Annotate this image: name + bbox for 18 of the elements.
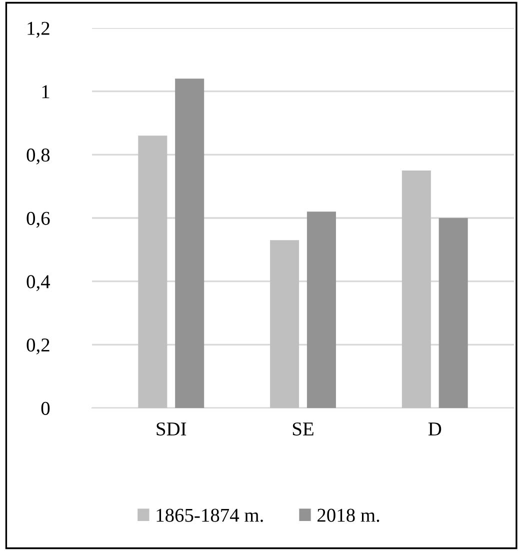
- x-tick-label: SDI: [156, 422, 186, 436]
- bar: [306, 212, 336, 408]
- y-tick-label: 1: [42, 85, 50, 98]
- y-tick-label: 0,4: [26, 275, 50, 292]
- bar: [138, 136, 168, 408]
- bar: [438, 218, 468, 408]
- legend-label: 2018 m.: [318, 508, 380, 522]
- y-tick-label: 0,8: [26, 148, 50, 164]
- bar: [175, 78, 204, 408]
- y-tick-label: 0: [41, 402, 50, 415]
- y-tick-label: 1,2: [28, 22, 50, 38]
- legend-label: 1865-1874 m.: [156, 508, 263, 522]
- bar: [270, 240, 300, 408]
- y-tick-label: 0,2: [26, 338, 50, 354]
- x-tick-label: D: [428, 422, 442, 436]
- bar: [402, 170, 431, 408]
- y-tick-label: 0,6: [26, 212, 50, 228]
- x-tick-label: SE: [292, 422, 314, 436]
